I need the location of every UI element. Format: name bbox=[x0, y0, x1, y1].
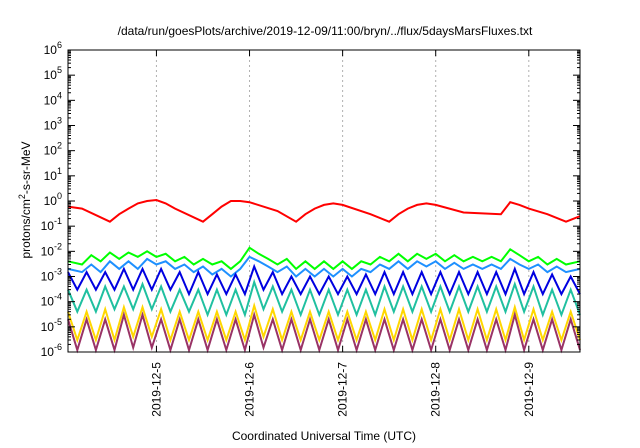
y-tick-base: 10 bbox=[44, 144, 58, 158]
y-tick-label: 10-6 bbox=[41, 342, 62, 359]
y-tick-label: 10-1 bbox=[41, 216, 62, 233]
y-tick-base: 10 bbox=[41, 345, 55, 359]
series-line-7 bbox=[67, 310, 581, 354]
y-tick-exponent: 4 bbox=[57, 90, 62, 100]
x-tick-label: 2019-12-8 bbox=[429, 362, 443, 417]
series-line-4 bbox=[67, 263, 581, 297]
y-tick-exponent: 2 bbox=[57, 141, 62, 151]
series-line-1 bbox=[67, 198, 581, 223]
y-axis-label-pre: protons/cm bbox=[19, 199, 33, 258]
x-tick-label: 2019-12-6 bbox=[243, 362, 257, 417]
y-tick-label: 105 bbox=[44, 65, 62, 82]
y-tick-exponent: -2 bbox=[54, 241, 62, 251]
y-tick-base: 10 bbox=[41, 219, 55, 233]
x-tick-label: 2019-12-9 bbox=[522, 362, 536, 417]
chart-title: /data/run/goesPlots/archive/2019-12-09/1… bbox=[118, 24, 533, 38]
series-lines bbox=[67, 198, 581, 354]
y-tick-exponent: -6 bbox=[54, 342, 62, 352]
y-axis-label-post: -s-sr-MeV bbox=[19, 141, 33, 194]
y-tick-exponent: -3 bbox=[54, 267, 62, 277]
y-tick-label: 106 bbox=[44, 40, 62, 57]
y-tick-label: 104 bbox=[44, 90, 62, 107]
y-tick-label: 10-5 bbox=[41, 317, 62, 334]
series-line-2 bbox=[67, 246, 581, 271]
grid-lines bbox=[155, 50, 530, 352]
y-tick-label: 10-4 bbox=[41, 292, 62, 309]
axis-ticks bbox=[68, 49, 580, 353]
y-tick-base: 10 bbox=[41, 320, 55, 334]
y-tick-exponent: 3 bbox=[57, 116, 62, 126]
y-tick-exponent: -1 bbox=[54, 216, 62, 226]
x-axis-label: Coordinated Universal Time (UTC) bbox=[232, 429, 416, 443]
y-tick-labels: 10-610-510-410-310-210-11001011021031041… bbox=[41, 40, 62, 359]
y-tick-label: 10-2 bbox=[41, 241, 62, 258]
y-tick-label: 100 bbox=[44, 191, 62, 208]
y-tick-base: 10 bbox=[44, 68, 58, 82]
y-tick-exponent: 6 bbox=[57, 40, 62, 50]
y-tick-base: 10 bbox=[44, 169, 58, 183]
x-tick-labels: 2019-12-5 2019-12-6 2019-12-7 2019-12-8 2019… bbox=[149, 362, 535, 417]
y-tick-base: 10 bbox=[41, 270, 55, 284]
y-tick-base: 10 bbox=[41, 244, 55, 258]
y-tick-exponent: -4 bbox=[54, 292, 62, 302]
x-tick-label: 2019-12-5 bbox=[149, 362, 163, 417]
y-tick-exponent: 5 bbox=[57, 65, 62, 75]
y-tick-base: 10 bbox=[44, 93, 58, 107]
series-line-6 bbox=[67, 301, 581, 344]
y-axis-label: protons/cm2-s-sr-MeV bbox=[17, 141, 33, 258]
series-line-5 bbox=[67, 278, 581, 319]
y-tick-label: 101 bbox=[44, 166, 62, 183]
y-tick-label: 102 bbox=[44, 141, 62, 158]
y-tick-label: 103 bbox=[44, 116, 62, 133]
x-tick-label: 2019-12-7 bbox=[336, 362, 350, 417]
series-line-3 bbox=[67, 255, 581, 278]
y-axis-label-sup: 2 bbox=[17, 194, 27, 199]
y-tick-exponent: 1 bbox=[57, 166, 62, 176]
y-tick-base: 10 bbox=[41, 295, 55, 309]
y-tick-base: 10 bbox=[44, 43, 58, 57]
y-tick-exponent: -5 bbox=[54, 317, 62, 327]
y-tick-base: 10 bbox=[44, 119, 58, 133]
y-tick-base: 10 bbox=[44, 194, 58, 208]
y-tick-exponent: 0 bbox=[57, 191, 62, 201]
y-tick-label: 10-3 bbox=[41, 267, 62, 284]
